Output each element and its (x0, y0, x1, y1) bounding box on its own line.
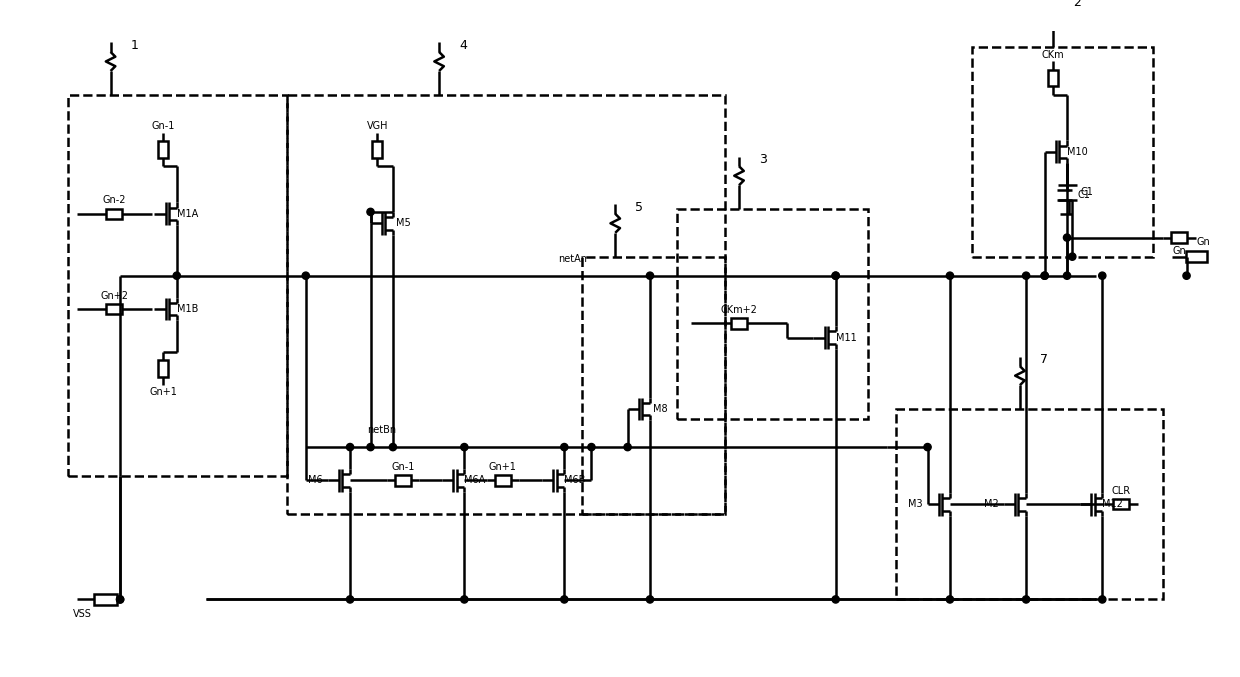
Circle shape (174, 272, 180, 280)
Bar (372, 141, 382, 158)
Bar (1112, 499, 1128, 510)
Circle shape (303, 272, 310, 280)
Circle shape (924, 443, 931, 451)
Circle shape (1183, 272, 1190, 280)
Text: 5: 5 (635, 200, 644, 214)
Text: Gn+1: Gn+1 (489, 462, 517, 472)
Bar (68, 95, 286, 476)
Text: C1: C1 (1078, 190, 1090, 200)
Text: VGH: VGH (367, 121, 388, 131)
Text: Gn-2: Gn-2 (103, 196, 126, 206)
Circle shape (946, 596, 954, 603)
Text: M1A: M1A (176, 209, 198, 219)
Circle shape (117, 596, 124, 603)
Circle shape (367, 209, 374, 215)
Circle shape (461, 443, 467, 451)
Text: M3: M3 (908, 499, 923, 509)
Bar (1048, 70, 1059, 86)
Bar (582, 257, 724, 514)
Circle shape (832, 272, 839, 280)
Circle shape (832, 596, 839, 603)
Bar (897, 409, 1163, 599)
Text: C1: C1 (1080, 188, 1092, 198)
Circle shape (367, 443, 374, 451)
Circle shape (1064, 272, 1070, 280)
Circle shape (1023, 272, 1029, 280)
Text: M6B: M6B (564, 475, 585, 485)
Circle shape (1069, 253, 1076, 260)
Text: M6A: M6A (464, 475, 485, 485)
Bar (972, 47, 1153, 257)
Circle shape (560, 443, 568, 451)
Bar (157, 141, 169, 158)
Bar (286, 95, 724, 514)
Text: VSS: VSS (73, 609, 92, 619)
Text: CLR: CLR (1111, 486, 1131, 496)
Bar (107, 304, 123, 314)
Circle shape (389, 443, 397, 451)
Text: 3: 3 (759, 153, 766, 166)
Text: 7: 7 (1039, 353, 1048, 366)
Circle shape (1023, 596, 1029, 603)
Text: M5: M5 (396, 218, 410, 228)
Circle shape (1042, 272, 1048, 280)
Text: M6: M6 (308, 475, 322, 485)
Circle shape (946, 272, 954, 280)
Circle shape (117, 596, 124, 603)
Circle shape (646, 272, 653, 280)
Circle shape (1042, 272, 1048, 280)
Text: 1: 1 (130, 39, 139, 51)
Text: Gn+2: Gn+2 (100, 290, 129, 301)
Text: 4: 4 (459, 39, 466, 51)
Text: netAn: netAn (558, 254, 587, 263)
Circle shape (560, 596, 568, 603)
Bar (1172, 232, 1188, 243)
Bar (677, 209, 868, 418)
Circle shape (1064, 234, 1070, 241)
Text: Gn: Gn (1197, 238, 1210, 247)
Text: Gn: Gn (1173, 246, 1187, 256)
Text: M11: M11 (836, 332, 857, 343)
Text: Gn-1: Gn-1 (391, 462, 414, 472)
Text: 2: 2 (1073, 0, 1081, 9)
Text: Gn+1: Gn+1 (149, 387, 177, 397)
Circle shape (1099, 272, 1106, 280)
Text: M2: M2 (985, 499, 998, 509)
Circle shape (346, 596, 353, 603)
Circle shape (461, 596, 467, 603)
Bar (730, 318, 748, 328)
Bar (394, 475, 410, 485)
Circle shape (832, 272, 839, 280)
Bar (1185, 251, 1207, 262)
Text: Gn-1: Gn-1 (151, 121, 175, 131)
Bar (94, 594, 118, 605)
Circle shape (346, 443, 353, 451)
Text: M1B: M1B (176, 304, 198, 314)
Text: M10: M10 (1068, 147, 1087, 157)
Text: M12: M12 (1102, 499, 1123, 509)
Text: M8: M8 (653, 404, 668, 414)
Circle shape (588, 443, 595, 451)
Circle shape (646, 596, 653, 603)
Circle shape (1099, 596, 1106, 603)
Bar (157, 360, 169, 376)
Text: netBn: netBn (367, 425, 397, 435)
Text: CKm: CKm (1042, 50, 1065, 60)
Circle shape (624, 443, 631, 451)
Text: CKm+2: CKm+2 (720, 305, 758, 315)
Bar (495, 475, 511, 485)
Bar (107, 209, 123, 219)
